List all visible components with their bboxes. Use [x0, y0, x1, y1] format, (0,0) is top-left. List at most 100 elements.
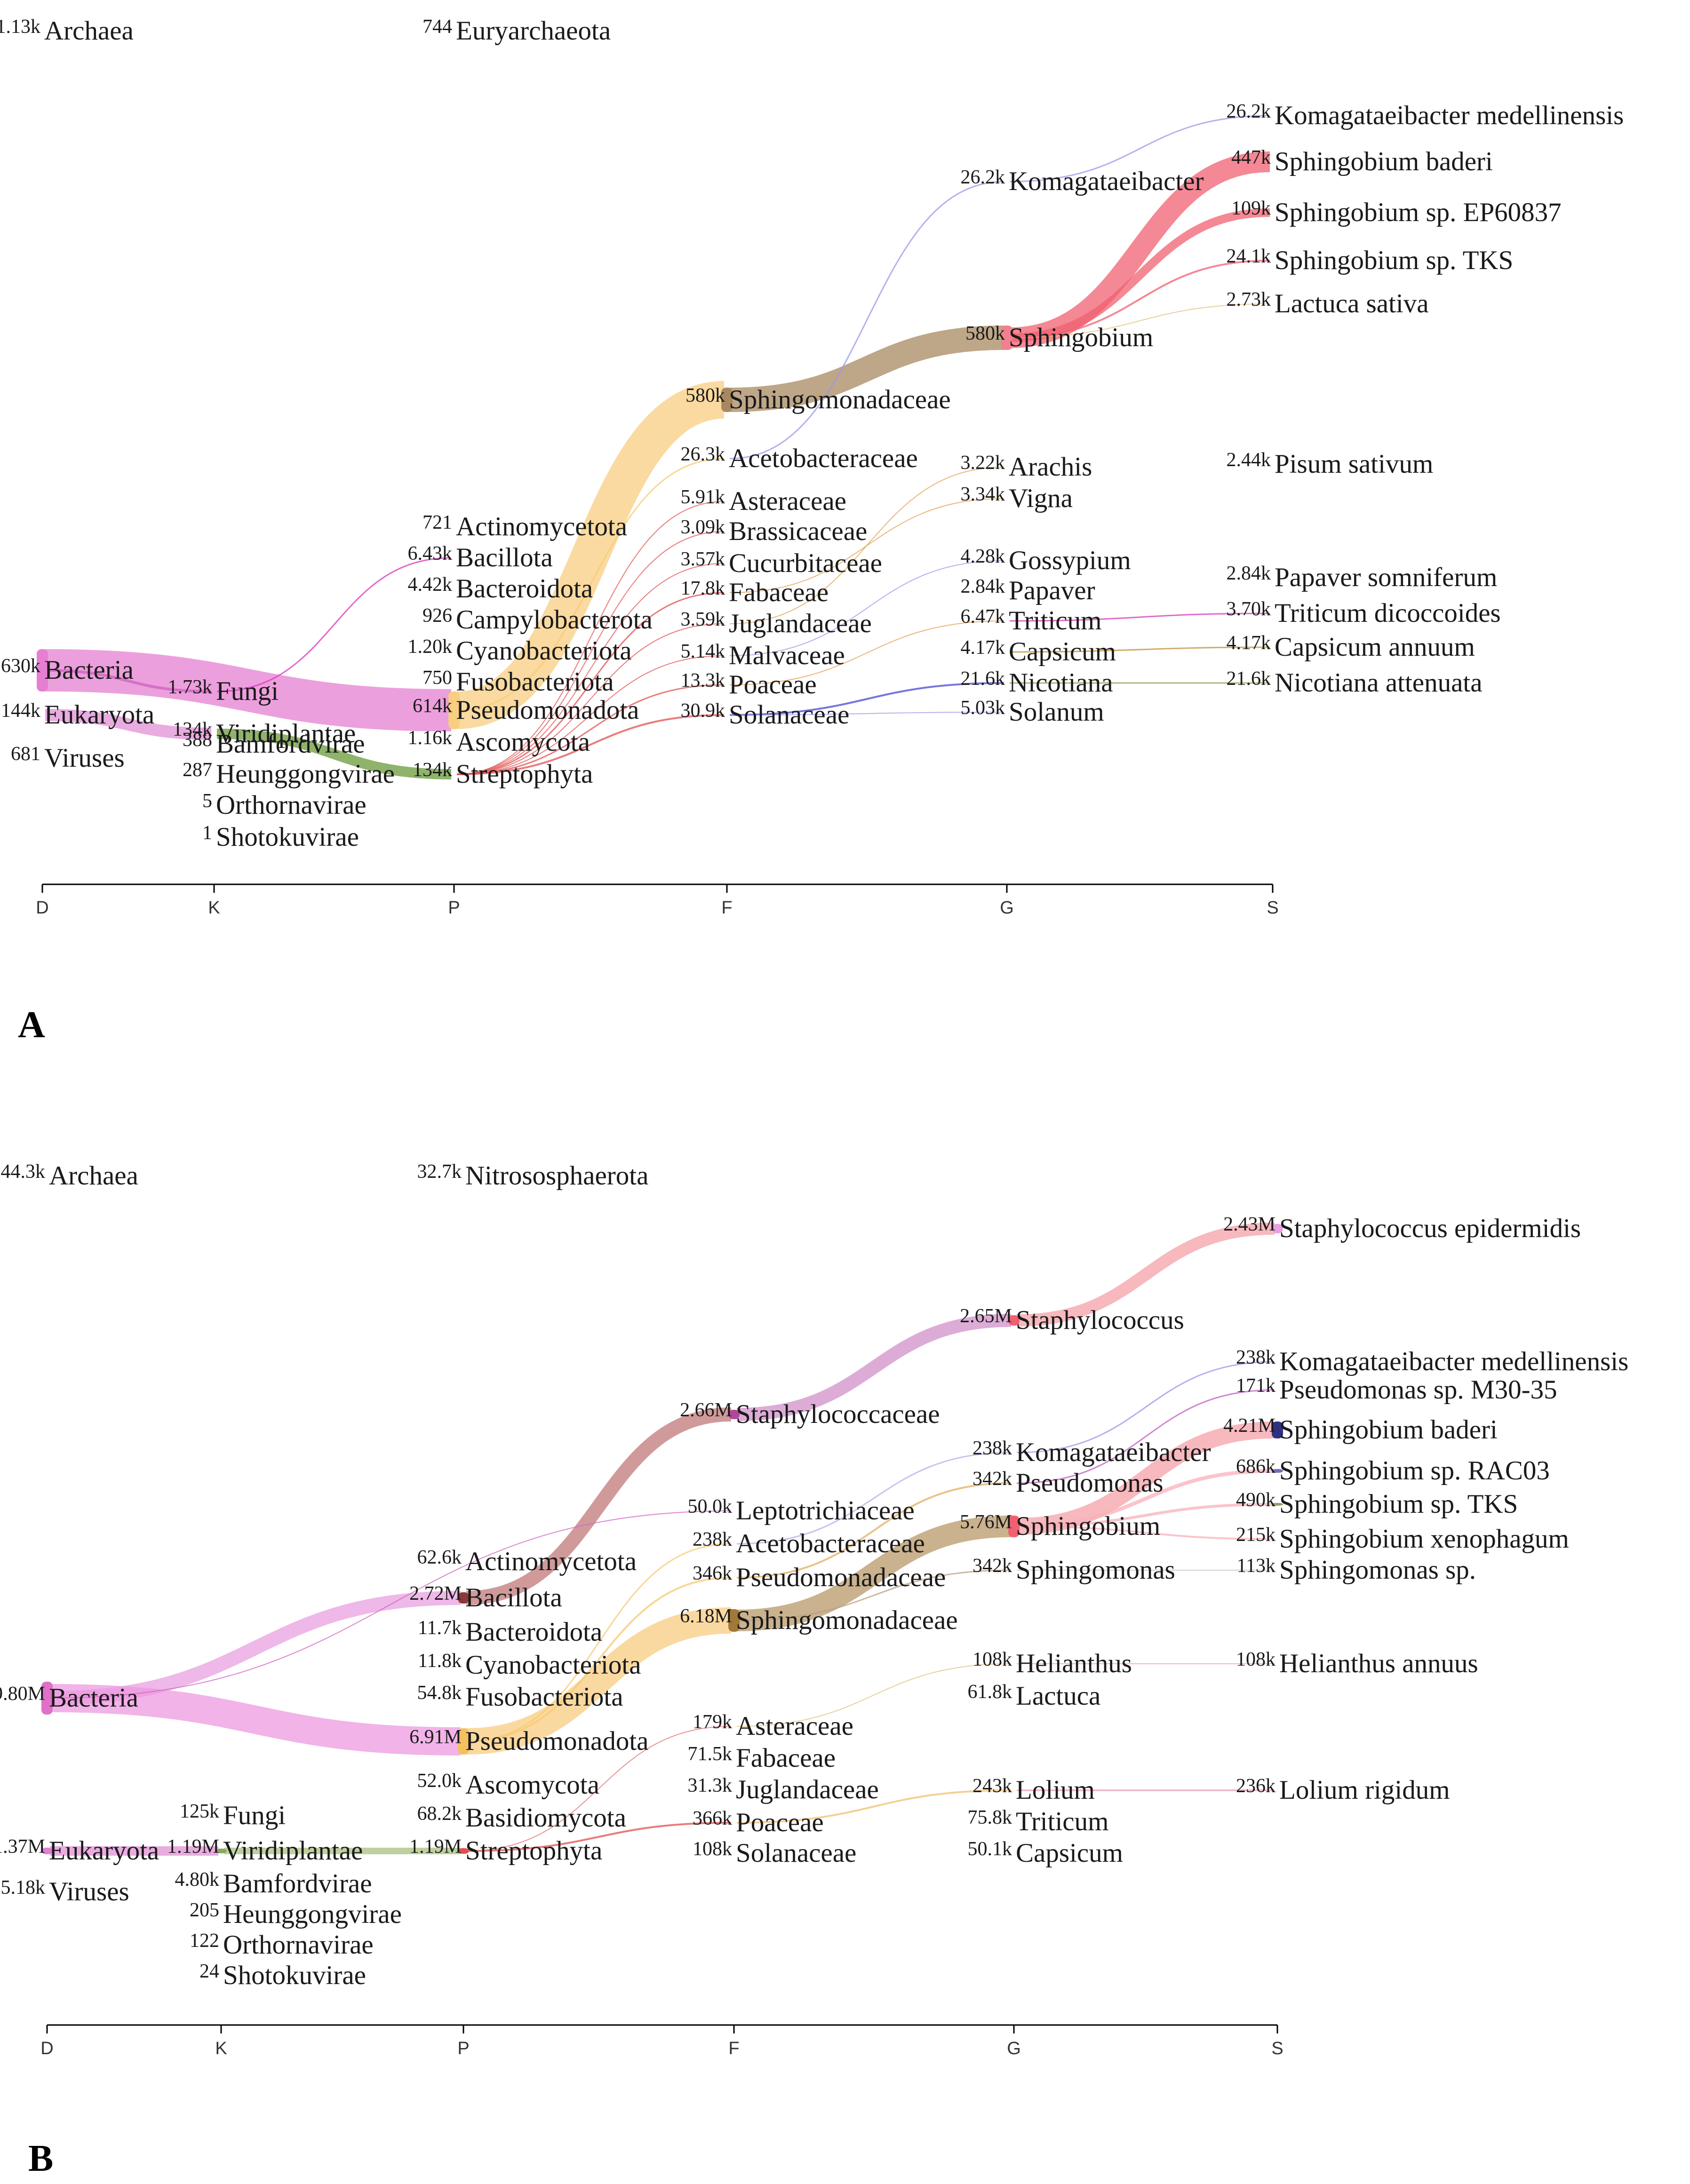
node-bacillota[interactable]: 2.72M Bacillota	[409, 1583, 562, 1612]
node-shotoku[interactable]: 24 Shotokuvirae	[199, 1961, 366, 1990]
node-fabac[interactable]: 17.8k Fabaceae	[681, 578, 829, 607]
node-fuso[interactable]: 750 Fusobacteriota	[422, 667, 614, 697]
node-bamford[interactable]: 388 Bamfordvirae	[183, 729, 365, 759]
node-jugland[interactable]: 31.3k Juglandaceae	[688, 1775, 879, 1804]
node-eukaryota[interactable]: 144k Eukaryota	[1, 700, 154, 730]
node-s_papav[interactable]: 2.84k Papaver somniferum	[1227, 563, 1498, 592]
node-bar-bacteria[interactable]	[37, 649, 48, 691]
node-orthorn[interactable]: 122 Orthornavirae	[190, 1930, 374, 1960]
node-heung[interactable]: 205 Heunggongvirae	[190, 1899, 402, 1929]
node-brassic[interactable]: 3.09k Brassicaceae	[681, 516, 868, 546]
node-solanac[interactable]: 108k Solanaceae	[693, 1838, 856, 1868]
node-acetob[interactable]: 238k Acetobacteraceae	[693, 1529, 925, 1558]
node-s_nicot[interactable]: 21.6k Nicotiana attenuata	[1227, 668, 1483, 698]
node-s_tks[interactable]: 24.1k Sphingobium sp. TKS	[1227, 246, 1514, 275]
node-basidio[interactable]: 68.2k Basidiomycota	[417, 1803, 626, 1833]
node-viruses[interactable]: 681 Viruses	[11, 743, 125, 773]
node-aster[interactable]: 5.91k Asteraceae	[681, 486, 846, 516]
node-s_lolium[interactable]: 236k Lolium rigidum	[1236, 1775, 1450, 1805]
node-bar-strepto[interactable]	[458, 1848, 469, 1854]
node-s_staph[interactable]: 2.43M Staphylococcus epidermidis	[1223, 1214, 1581, 1243]
node-capsicum[interactable]: 4.17k Capsicum	[961, 637, 1116, 667]
node-bar-s_rac[interactable]	[1272, 1469, 1283, 1473]
node-archaea[interactable]: 1.13k Archaea	[0, 16, 134, 46]
node-strepto[interactable]: 1.19M Streptophyta	[409, 1836, 602, 1866]
node-sphingob[interactable]: 5.76M Sphingobium	[960, 1511, 1160, 1541]
node-fungi[interactable]: 1.73k Fungi	[168, 676, 279, 706]
node-s_baderi[interactable]: 447k Sphingobium baderi	[1231, 147, 1493, 176]
node-pseudomonad[interactable]: 346k Pseudomonadaceae	[693, 1563, 946, 1592]
node-bar-bacteria[interactable]	[41, 1682, 53, 1715]
node-sphingom[interactable]: 342k Sphingomonas	[973, 1555, 1175, 1585]
node-actino[interactable]: 62.6k Actinomycetota	[417, 1547, 637, 1576]
node-s_tks[interactable]: 490k Sphingobium sp. TKS	[1236, 1489, 1518, 1519]
node-cyano[interactable]: 11.8k Cyanobacteriota	[418, 1650, 641, 1680]
node-bar-sphingomon[interactable]	[721, 388, 733, 412]
node-campylo[interactable]: 926 Campylobacterota	[422, 605, 653, 635]
node-s_komag[interactable]: 26.2k Komagataeibacter medellinensis	[1227, 101, 1624, 130]
node-komag[interactable]: 238k Komagataeibacter	[973, 1437, 1211, 1467]
node-bar-staphyloc[interactable]	[728, 1410, 740, 1419]
node-viridi[interactable]: 134k Viridiplantae	[173, 719, 356, 748]
node-nicot[interactable]: 21.6k Nicotiana	[961, 668, 1113, 698]
node-sphingob[interactable]: 580k Sphingobium	[965, 323, 1153, 352]
node-s_ep[interactable]: 109k Sphingobium sp. EP60837	[1231, 198, 1562, 227]
node-bar-s_staph[interactable]	[1272, 1224, 1283, 1233]
node-gossyp[interactable]: 4.28k Gossypium	[961, 546, 1131, 575]
node-fuso[interactable]: 54.8k Fusobacteriota	[417, 1682, 623, 1712]
node-bacteroid[interactable]: 4.42k Bacteroidota	[408, 574, 593, 604]
node-viridi[interactable]: 1.19M Viridiplantae	[167, 1836, 363, 1866]
node-nitroso[interactable]: 32.7k Nitrososphaerota	[417, 1161, 649, 1191]
node-papaver[interactable]: 2.84k Papaver	[961, 576, 1095, 605]
node-s_helia[interactable]: 108k Helianthus annuus	[1236, 1649, 1478, 1678]
node-solanum[interactable]: 5.03k Solanum	[961, 697, 1104, 727]
node-cyano[interactable]: 1.20k Cyanobacteriota	[408, 636, 632, 666]
node-sphingomon[interactable]: 580k Sphingomonadaceae	[686, 385, 951, 414]
node-s_komag[interactable]: 238k Komagataeibacter medellinensis	[1236, 1347, 1628, 1376]
node-helianth[interactable]: 108k Helianthus	[973, 1649, 1132, 1678]
node-s_trit[interactable]: 3.70k Triticum dicoccoides	[1227, 598, 1501, 628]
node-bar-staph[interactable]	[1008, 1315, 1020, 1326]
node-bar-eukaryota[interactable]	[41, 1848, 53, 1854]
node-bar-sphingob[interactable]	[1001, 326, 1012, 350]
node-pseudo[interactable]: 614k Pseudomonadota	[413, 695, 639, 725]
node-bar-s_baderi[interactable]	[1272, 1422, 1283, 1438]
node-fungi[interactable]: 125k Fungi	[180, 1801, 286, 1830]
node-archaea[interactable]: 44.3k Archaea	[1, 1161, 138, 1191]
node-bacteria[interactable]: 630k Bacteria	[1, 655, 134, 685]
node-lactuca[interactable]: 61.8k Lactuca	[968, 1681, 1101, 1711]
node-strepto[interactable]: 134k Streptophyta	[413, 759, 593, 789]
node-sphingomon[interactable]: 6.18M Sphingomonadaceae	[680, 1605, 958, 1635]
node-viruses[interactable]: 5.18k Viruses	[1, 1877, 129, 1906]
node-bar-s_tks[interactable]	[1272, 1503, 1283, 1506]
node-triticum[interactable]: 6.47k Triticum	[961, 606, 1102, 635]
node-aster[interactable]: 179k Asteraceae	[693, 1711, 853, 1741]
node-bamford[interactable]: 4.80k Bamfordvirae	[175, 1869, 372, 1898]
node-poac[interactable]: 13.3k Poaceae	[681, 670, 817, 699]
node-capsicum[interactable]: 50.1k Capsicum	[968, 1838, 1123, 1868]
node-acetob[interactable]: 26.3k Acetobacteraceae	[681, 444, 918, 473]
node-vigna[interactable]: 3.34k Vigna	[961, 484, 1073, 513]
node-bar-sphingob[interactable]	[1008, 1516, 1020, 1537]
node-ascomy[interactable]: 1.16k Ascomycota	[408, 727, 590, 757]
node-staphyloc[interactable]: 2.66M Staphylococcaceae	[680, 1399, 940, 1429]
node-lolium[interactable]: 243k Lolium	[973, 1775, 1095, 1805]
node-actino[interactable]: 721 Actinomycetota	[422, 512, 627, 541]
node-jugland[interactable]: 3.59k Juglandaceae	[681, 609, 872, 638]
node-komag[interactable]: 26.2k Komagataeibacter	[961, 167, 1204, 196]
node-fabac[interactable]: 71.5k Fabaceae	[688, 1743, 836, 1773]
node-staph[interactable]: 2.65M Staphylococcus	[960, 1305, 1184, 1335]
node-pseudo[interactable]: 6.91M Pseudomonadota	[409, 1726, 648, 1756]
node-bar-sphingomon[interactable]	[728, 1609, 740, 1632]
node-ascomy[interactable]: 52.0k Ascomycota	[417, 1770, 599, 1800]
node-solanac[interactable]: 30.9k Solanaceae	[681, 700, 850, 730]
node-bar-bacillota[interactable]	[458, 1592, 469, 1604]
node-malvac[interactable]: 5.14k Malvaceae	[681, 641, 845, 670]
node-euryarch[interactable]: 744 Euryarchaeota	[422, 16, 611, 46]
node-bar-pseudo[interactable]	[448, 691, 460, 729]
node-poac[interactable]: 366k Poaceae	[693, 1808, 824, 1837]
node-arachis[interactable]: 3.22k Arachis	[961, 452, 1092, 482]
node-cucurb[interactable]: 3.57k Cucurbitaceae	[681, 548, 882, 578]
